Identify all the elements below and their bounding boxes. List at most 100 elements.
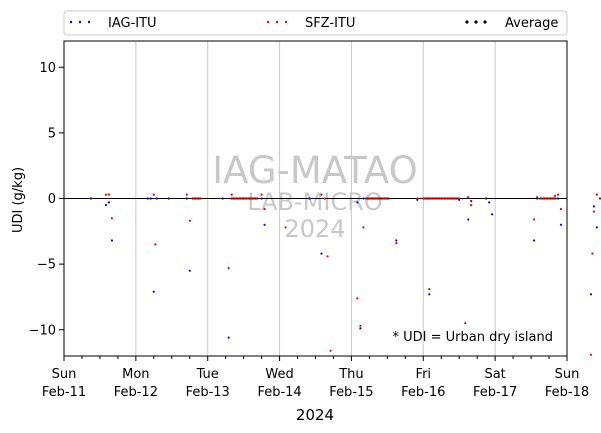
- x-tick-label: Fri Feb-16: [401, 367, 445, 400]
- data-point: [188, 269, 191, 272]
- legend-marker: [483, 20, 487, 24]
- legend-label: IAG-ITU: [108, 16, 157, 31]
- data-point: [356, 201, 359, 204]
- data-point: [428, 288, 431, 291]
- data-point: [260, 193, 263, 196]
- data-point: [359, 327, 362, 330]
- x-tick-label: Sat Feb-17: [473, 367, 517, 400]
- x-tick-label: Sun Feb-18: [545, 367, 589, 400]
- data-point: [227, 336, 230, 339]
- data-point: [470, 200, 473, 203]
- data-point: [263, 223, 266, 226]
- legend-marker: [87, 20, 91, 24]
- data-point: [89, 197, 92, 200]
- data-point: [395, 242, 398, 245]
- y-axis-label: UDI (g/kg): [11, 167, 26, 233]
- data-point: [185, 197, 188, 200]
- data-point: [488, 201, 491, 204]
- data-point: [263, 207, 266, 211]
- data-point: [154, 243, 157, 246]
- data-point: [185, 193, 188, 196]
- data-point: [491, 213, 494, 216]
- y-axis: 10 5 0 −5 −10: [29, 61, 64, 338]
- data-point: [104, 204, 107, 207]
- data-point: [230, 193, 233, 196]
- legend-marker: [78, 20, 82, 24]
- data-point: [110, 217, 113, 220]
- data-point: [556, 193, 560, 196]
- x-tick-label: Sun Feb-11: [42, 367, 86, 400]
- data-point: [199, 197, 202, 200]
- data-points: [89, 193, 601, 356]
- x-tick-label: Wed Feb-14: [257, 367, 301, 400]
- data-point: [533, 218, 536, 221]
- data-point: [107, 201, 110, 204]
- data-point: [559, 223, 563, 226]
- data-point: [416, 197, 419, 200]
- y-tick-label: −5: [37, 258, 56, 273]
- legend: IAG-ITU SFZ-ITU Average: [63, 10, 568, 36]
- series-iag-itu: [89, 197, 599, 339]
- data-point: [356, 297, 359, 300]
- legend-box: [63, 10, 568, 36]
- data-point: [470, 204, 473, 207]
- data-point: [595, 226, 599, 229]
- data-point: [107, 193, 110, 196]
- data-point: [155, 197, 158, 200]
- data-point: [589, 353, 593, 356]
- x-axis: Sun Feb-11 Mon Feb-12 Tue Feb-13 Wed Feb-14 Thu F…: [42, 356, 589, 400]
- y-tick-label: 0: [48, 192, 56, 207]
- udi-footnote: * UDI = Urban dry island: [393, 330, 553, 345]
- data-point: [553, 194, 557, 197]
- data-point: [467, 196, 470, 199]
- data-point: [260, 197, 263, 200]
- data-point: [323, 197, 326, 200]
- data-point: [395, 239, 398, 242]
- data-point: [326, 255, 329, 258]
- data-point: [329, 349, 332, 352]
- legend-marker: [266, 20, 270, 24]
- x-axis-label: 2024: [296, 406, 334, 424]
- data-point: [464, 322, 467, 325]
- data-point: [387, 197, 390, 200]
- data-point: [556, 197, 560, 200]
- watermark-line-1: IAG-MATAO: [212, 149, 417, 192]
- legend-marker: [284, 20, 288, 24]
- data-point: [592, 205, 596, 208]
- y-tick-label: 5: [48, 126, 56, 141]
- x-tick-label: Tue Feb-13: [186, 367, 230, 400]
- data-point: [428, 293, 431, 296]
- watermark: IAG-MATAO LAB-MICRO 2024: [212, 149, 417, 243]
- data-point: [221, 197, 224, 200]
- y-tick-label: 10: [39, 61, 56, 76]
- data-point: [152, 193, 155, 196]
- data-point: [152, 290, 155, 293]
- data-point: [104, 193, 107, 196]
- watermark-line-3: 2024: [284, 215, 345, 243]
- data-point: [320, 193, 323, 196]
- x-tick-label: Mon Feb-12: [114, 367, 158, 400]
- data-point: [467, 218, 470, 221]
- data-point: [188, 219, 191, 222]
- data-point: [110, 239, 113, 242]
- data-point: [552, 197, 555, 200]
- data-point: [485, 197, 488, 200]
- data-point: [595, 193, 599, 196]
- data-point: [256, 197, 259, 200]
- data-point: [559, 207, 563, 211]
- overlap-points: [191, 197, 601, 200]
- data-point: [533, 239, 536, 242]
- data-point: [592, 210, 596, 213]
- data-point: [284, 226, 287, 229]
- data-point: [362, 197, 365, 200]
- legend-marker: [69, 20, 73, 24]
- data-point: [536, 196, 539, 199]
- data-point: [362, 226, 365, 229]
- data-point: [591, 252, 594, 255]
- data-point: [589, 293, 593, 296]
- data-point: [167, 197, 170, 200]
- legend-marker: [474, 20, 478, 24]
- data-point: [320, 252, 323, 255]
